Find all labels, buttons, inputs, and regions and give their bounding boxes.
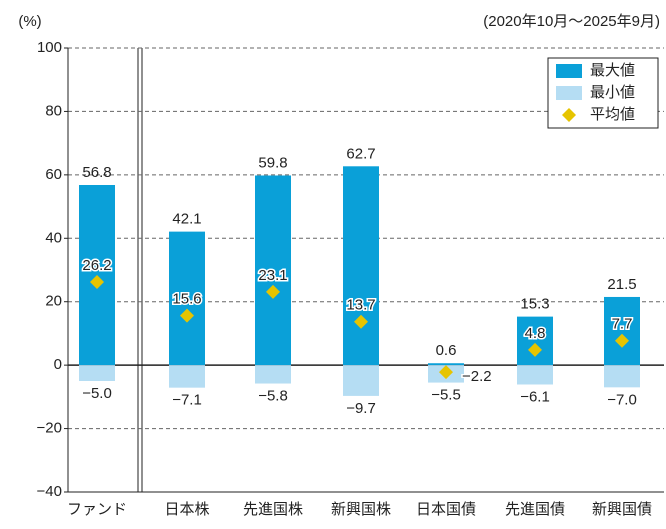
min-label: −7.1 [172, 392, 202, 409]
x-tick-label: 新興国株 [331, 501, 391, 518]
x-tick-label: 日本株 [164, 501, 209, 518]
mean-marker [439, 365, 453, 380]
min-bar [604, 365, 640, 388]
max-label: 0.6 [436, 342, 457, 359]
y-tick-label: 80 [45, 102, 62, 119]
max-label: 42.1 [172, 211, 201, 228]
min-bar [255, 365, 291, 384]
min-label: −5.5 [431, 387, 461, 404]
mean-marker [180, 308, 194, 323]
x-tick-label: 先進国株 [243, 501, 303, 518]
min-bar [517, 365, 553, 385]
max-label: 56.8 [82, 164, 111, 181]
mean-label: −2.2 [462, 368, 492, 385]
legend-label: 最小値 [590, 84, 635, 101]
max-bar [255, 175, 291, 366]
mean-label: 15.6 [172, 291, 201, 308]
mean-marker [528, 342, 542, 357]
max-bar [169, 231, 205, 366]
legend-swatch [556, 86, 582, 100]
min-label: −5.8 [258, 388, 288, 405]
min-label: −6.1 [520, 388, 550, 405]
max-bar [604, 296, 640, 366]
x-tick-label: 日本国債 [416, 501, 476, 518]
max-bar [517, 316, 553, 366]
min-label: −7.0 [607, 391, 637, 408]
mean-marker [90, 275, 104, 290]
max-label: 15.3 [520, 296, 549, 313]
x-tick-label: 新興国債 [592, 501, 652, 518]
y-tick-label: 40 [45, 229, 62, 246]
mean-label: 13.7 [346, 297, 375, 314]
max-bar [343, 166, 379, 366]
x-tick-label: ファンド [67, 501, 127, 518]
max-label: 62.7 [346, 145, 375, 162]
mean-marker [354, 314, 368, 329]
min-bar [343, 365, 379, 396]
legend-swatch [562, 108, 576, 122]
mean-label: 7.7 [612, 316, 633, 333]
mean-label: 4.8 [525, 325, 546, 342]
max-label: 21.5 [607, 276, 636, 293]
legend-label: 平均値 [590, 106, 635, 123]
max-bar [428, 363, 464, 366]
legend-label: 最大値 [590, 62, 635, 79]
y-tick-label: 100 [37, 39, 62, 56]
mean-label: 23.1 [258, 267, 287, 284]
mean-marker [615, 333, 629, 348]
y-tick-label: −40 [37, 483, 62, 500]
min-label: −9.7 [346, 400, 376, 417]
min-bar [79, 365, 115, 381]
y-tick-label: 20 [45, 293, 62, 310]
max-label: 59.8 [258, 154, 287, 171]
y-tick-label: −20 [37, 420, 62, 437]
y-axis-label: (%) [18, 13, 41, 30]
legend-swatch [556, 64, 582, 78]
y-tick-label: 60 [45, 166, 62, 183]
mean-marker [266, 284, 280, 299]
mean-label: 26.2 [82, 257, 111, 274]
y-tick-label: 0 [54, 356, 62, 373]
x-tick-label: 先進国債 [505, 501, 565, 518]
min-bar [169, 365, 205, 388]
min-label: −5.0 [82, 385, 112, 402]
subtitle: (2020年10月～2025年9月) [483, 13, 660, 30]
